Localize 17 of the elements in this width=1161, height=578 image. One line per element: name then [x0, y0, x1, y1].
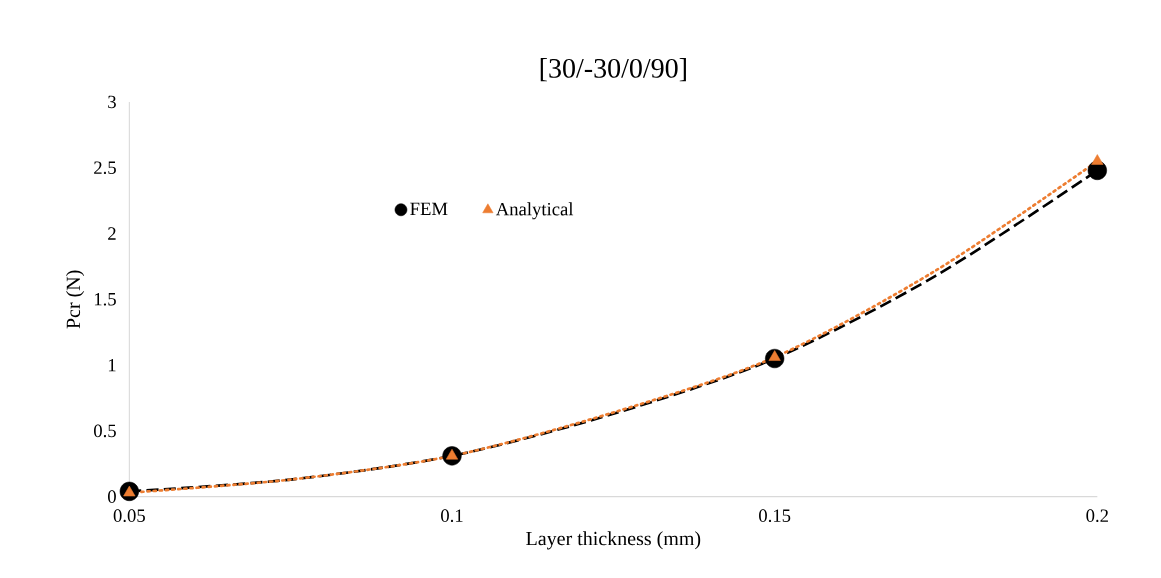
legend-label: FEM [410, 202, 448, 215]
x-tick-label: 0.05 [113, 509, 145, 523]
point [1091, 154, 1104, 165]
y-tick-label: 0 [108, 490, 116, 503]
y-tick-label: 2.5 [94, 161, 116, 175]
chart-title: [30/-30/0/90] [540, 58, 686, 82]
x-tick-label: 0.1 [441, 509, 463, 523]
y-axis-title: Pcr (N) [66, 270, 85, 329]
x-tick-label: 0.15 [759, 509, 791, 523]
legend-label: Analytical [495, 202, 574, 220]
y-tick-label: 2 [108, 227, 116, 240]
y-tick-label: 1 [108, 358, 116, 372]
y-tick-label: 3 [108, 95, 116, 109]
x-tick-label: 0.2 [1086, 509, 1108, 523]
y-tick-label: 1.5 [94, 293, 116, 306]
y-tick-label: 0.5 [94, 424, 116, 438]
x-axis-title: Layer thickness (mm) [526, 531, 701, 550]
